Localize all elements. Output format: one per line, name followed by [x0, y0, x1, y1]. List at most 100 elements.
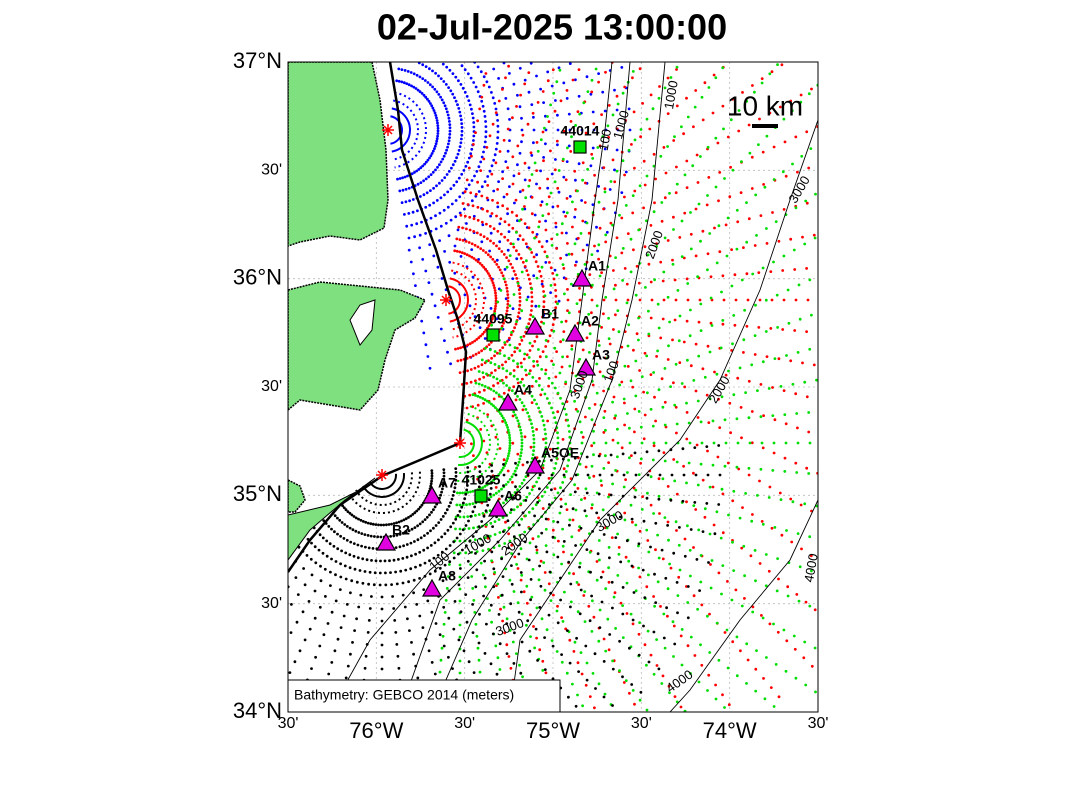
coverage-dot: [532, 433, 535, 437]
coverage-dot: [540, 388, 544, 391]
coverage-dot: [454, 527, 457, 531]
coverage-dot: [564, 277, 568, 281]
coverage-dot: [506, 293, 510, 296]
coverage-dot: [452, 490, 456, 493]
coverage-dot: [430, 510, 433, 514]
coverage-dot: [697, 354, 701, 358]
coverage-dot: [806, 298, 810, 302]
coverage-dot: [392, 522, 396, 525]
coverage-dot: [611, 667, 615, 671]
coverage-dot: [505, 192, 509, 196]
coverage-dot: [592, 474, 596, 478]
coverage-dot: [409, 260, 413, 264]
coverage-dot: [490, 620, 493, 624]
coverage-dot: [572, 572, 575, 576]
coverage-dot: [601, 508, 605, 512]
coverage-dot: [542, 322, 546, 325]
coverage-dot: [544, 544, 548, 547]
coverage-dot: [485, 483, 489, 487]
coverage-dot: [468, 539, 472, 543]
coverage-dot: [515, 231, 518, 234]
coverage-dot: [520, 448, 524, 451]
coverage-dot: [490, 371, 493, 375]
coverage-dot: [570, 135, 573, 139]
coverage-dot: [543, 668, 547, 671]
coverage-dot: [571, 225, 574, 229]
coverage-dot: [534, 627, 538, 631]
coverage-dot: [453, 96, 456, 99]
coverage-dot: [528, 492, 531, 495]
coverage-dot: [508, 386, 511, 390]
coverage-dot: [634, 394, 638, 398]
coverage-dot: [576, 360, 580, 364]
coverage-dot: [359, 518, 363, 522]
coverage-dot: [542, 561, 546, 564]
coverage-dot: [590, 311, 593, 315]
lon-label: 30': [454, 715, 475, 732]
coverage-dot: [519, 431, 523, 435]
coverage-dot: [586, 90, 590, 93]
coverage-dot: [518, 457, 522, 461]
coverage-dot: [637, 542, 641, 546]
coverage-dot: [480, 220, 484, 224]
coverage-dot: [670, 473, 674, 477]
coverage-dot: [661, 674, 665, 678]
coverage-dot: [458, 623, 462, 627]
coverage-dot: [382, 523, 386, 527]
coverage-dot: [556, 436, 560, 440]
coverage-dot: [539, 393, 543, 397]
coverage-dot: [343, 564, 347, 568]
coverage-dot: [427, 649, 431, 653]
coverage-dot: [567, 311, 571, 315]
radar-site: [382, 124, 394, 136]
coverage-dot: [473, 243, 477, 247]
coverage-dot: [621, 586, 625, 589]
coverage-dot: [514, 485, 517, 489]
coverage-dot: [459, 610, 463, 614]
coverage-dot: [573, 490, 577, 494]
coverage-dot: [543, 250, 547, 254]
coverage-dot: [496, 124, 500, 128]
coverage-dot: [483, 115, 487, 118]
coverage-dot: [482, 157, 486, 161]
coverage-dot: [723, 418, 727, 422]
coverage-dot: [484, 251, 488, 254]
coverage-dot: [486, 536, 490, 540]
coverage-dot: [552, 91, 556, 95]
coverage-dot: [461, 86, 465, 90]
coverage-dot: [459, 114, 462, 118]
coverage-dot: [792, 248, 796, 252]
coverage-dot: [473, 366, 477, 370]
coverage-dot: [556, 446, 560, 450]
coverage-dot: [686, 298, 690, 302]
coverage-dot: [604, 240, 608, 244]
coverage-dot: [700, 603, 704, 607]
coverage-dot: [466, 466, 470, 469]
coverage-dot: [498, 668, 502, 671]
coverage-dot: [608, 188, 612, 191]
coverage-dot: [552, 317, 556, 321]
coverage-dot: [603, 187, 607, 191]
coverage-dot: [488, 482, 491, 485]
coverage-dot: [662, 298, 666, 302]
coverage-dot: [655, 355, 658, 358]
coverage-dot: [699, 554, 703, 557]
coverage-dot: [759, 467, 763, 471]
coverage-dot: [415, 509, 419, 513]
coverage-dot: [642, 437, 646, 441]
coverage-dot: [813, 608, 817, 612]
coverage-dot: [757, 143, 760, 147]
coverage-dot: [356, 556, 360, 560]
coverage-dot: [423, 561, 427, 565]
coverage-dot: [716, 141, 720, 145]
coverage-dot: [476, 245, 480, 249]
coverage-dot: [567, 424, 570, 428]
coverage-dot: [605, 526, 609, 530]
coverage-dot: [611, 704, 614, 707]
coverage-dot: [490, 279, 494, 282]
coverage-dot: [491, 257, 495, 261]
coverage-dot: [439, 518, 443, 521]
coverage-dot: [457, 79, 460, 83]
coverage-dot: [585, 243, 589, 247]
coverage-dot: [566, 146, 569, 150]
